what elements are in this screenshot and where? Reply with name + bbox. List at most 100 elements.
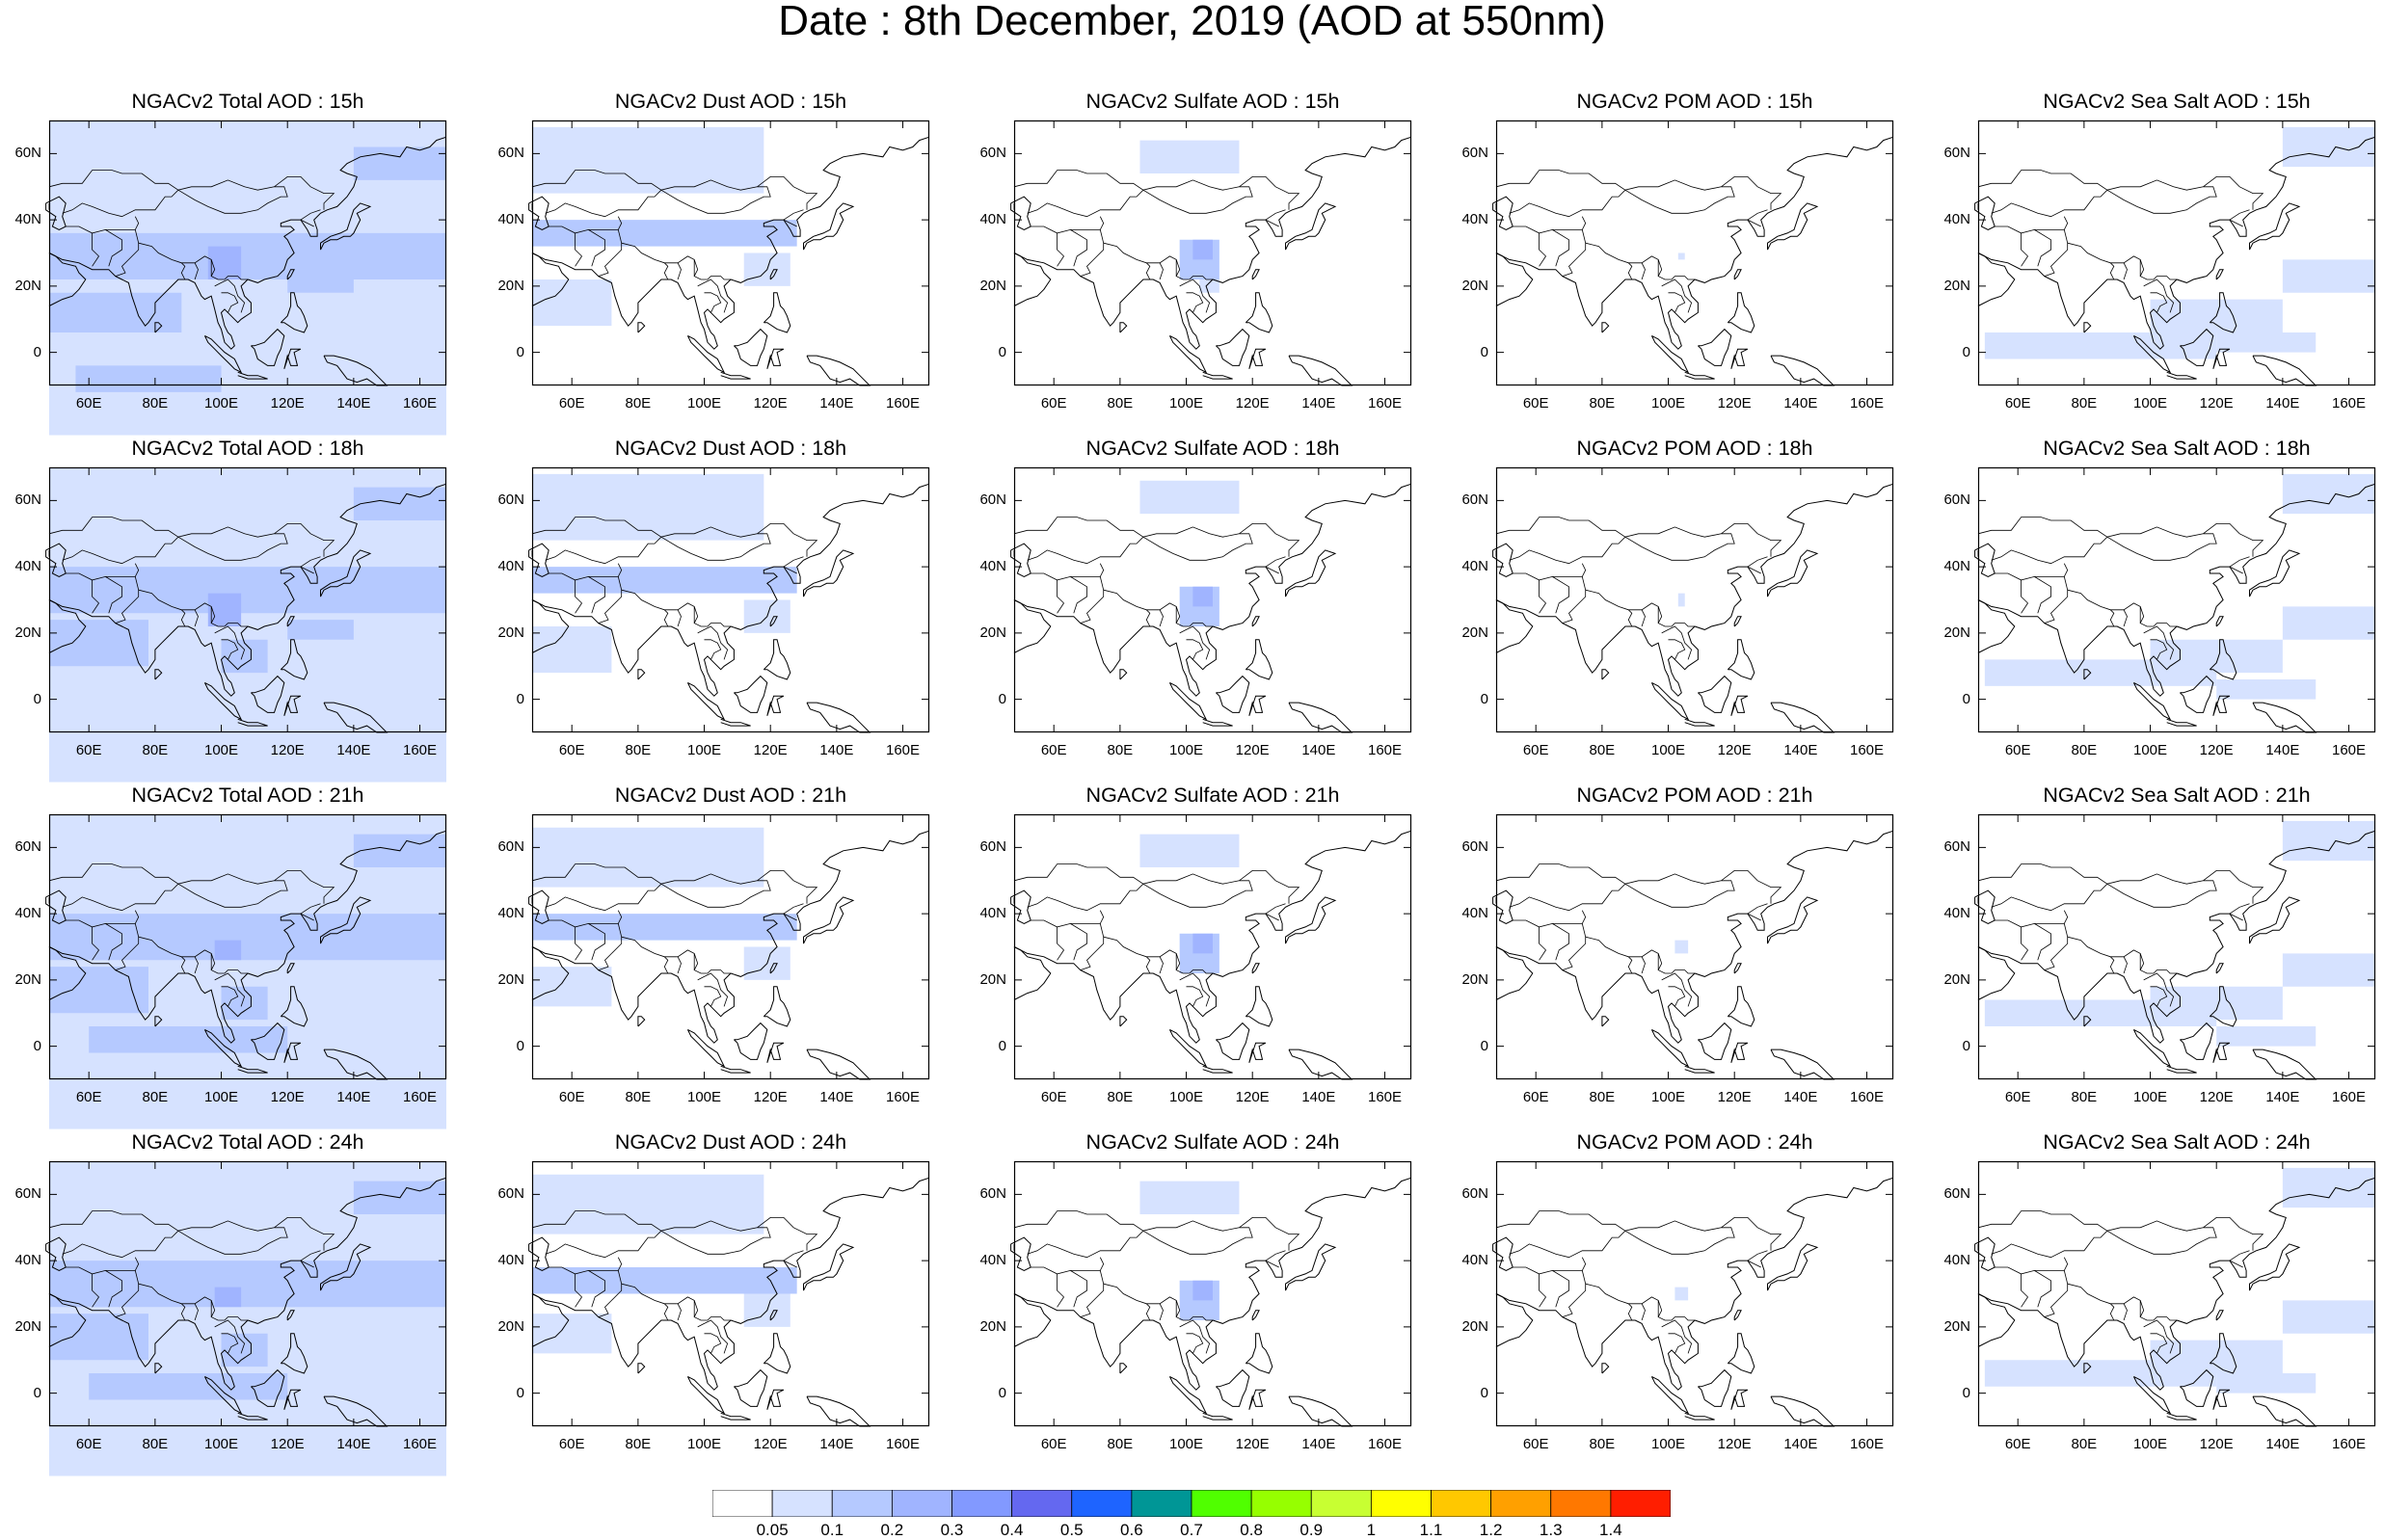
coastline [2034, 923, 2051, 961]
coastline [1265, 913, 1279, 921]
coastline [221, 986, 239, 1007]
coastline [1495, 1293, 1534, 1347]
colorbar-swatch [1310, 1490, 1372, 1517]
aod-shade [532, 914, 797, 941]
coastline [1661, 972, 1693, 1007]
coastline [2067, 589, 2177, 627]
coastline [1495, 830, 1894, 1044]
coastline [545, 536, 662, 565]
y-tick-label: 40N [979, 211, 1006, 228]
colorbar-label: 0.6 [1120, 1521, 1143, 1539]
x-tick-label: 80E [625, 1089, 652, 1105]
coastline [588, 1270, 605, 1308]
coastline [2150, 292, 2168, 313]
coastline [1668, 292, 1686, 313]
coastline [1991, 1230, 2108, 1259]
coastline [1492, 1236, 1513, 1271]
coastline [1142, 186, 1253, 214]
coastline [1285, 896, 1337, 944]
coastline [704, 1333, 722, 1354]
coastline [2106, 186, 2217, 214]
x-tick-label: 120E [753, 742, 788, 758]
coastline [1684, 1412, 1715, 1421]
coastline [1288, 1049, 1353, 1080]
aod-map [45, 466, 447, 783]
x-tick-label: 100E [1169, 395, 1204, 412]
coastline [549, 1257, 623, 1275]
coastline [806, 1395, 871, 1427]
y-tick-label: 60N [1461, 491, 1488, 509]
x-tick-label: 80E [625, 1436, 652, 1452]
x-tick-label: 80E [625, 742, 652, 758]
coastline [180, 1303, 186, 1321]
y-tick-label: 40N [979, 558, 1006, 575]
coastline [2106, 533, 2217, 561]
panel-title: NGACv2 Sulfate AOD : 15h [1085, 90, 1340, 113]
coastline [720, 1412, 751, 1421]
coastline [660, 186, 771, 214]
aod-map [1974, 466, 2376, 733]
y-tick-label: 60N [1943, 838, 1970, 856]
coastline [1186, 1333, 1204, 1354]
coastline [1509, 883, 1626, 912]
y-tick-label: 40N [1943, 211, 1970, 228]
coastline [766, 1042, 785, 1063]
y-tick-label: 60N [497, 838, 524, 856]
aod-shade [532, 473, 764, 541]
x-tick-label: 100E [687, 1089, 722, 1105]
colorbar-swatch [831, 1490, 893, 1517]
y-tick-label: 20N [14, 624, 41, 641]
coastline [1057, 926, 1065, 961]
coastline [1168, 681, 1208, 721]
x-tick-label: 60E [1522, 395, 1549, 412]
coastline [531, 252, 570, 306]
x-tick-label: 100E [1651, 742, 1686, 758]
y-tick-label: 60N [979, 838, 1006, 856]
aod-shade [532, 827, 764, 888]
x-tick-label: 80E [1107, 1089, 1134, 1105]
x-tick-label: 120E [270, 1089, 305, 1105]
coastline [2109, 956, 2115, 974]
coastline [1145, 262, 1151, 280]
coastline [575, 1273, 583, 1308]
aod-shade [1674, 940, 1689, 954]
coastline [2212, 1389, 2231, 1410]
x-tick-label: 80E [142, 742, 169, 758]
coastline [1013, 170, 1300, 210]
coastline [766, 1389, 785, 1410]
coastline [783, 903, 804, 915]
coastline [1216, 328, 1250, 366]
coastline [1552, 1270, 1569, 1308]
coastline [1159, 262, 1164, 280]
aod-shade [207, 246, 242, 279]
coastline [2044, 229, 2069, 277]
colorbar-label: 1.4 [1599, 1521, 1622, 1539]
y-tick-label: 20N [1943, 277, 1970, 294]
y-tick-label: 20N [497, 1317, 524, 1335]
coastline [763, 986, 791, 1027]
coastline [237, 718, 268, 727]
y-tick-label: 20N [1943, 624, 1970, 641]
coastline [1265, 209, 1286, 221]
coastline [1624, 880, 1735, 908]
x-tick-label: 160E [886, 742, 921, 758]
coastline [92, 232, 100, 267]
x-tick-label: 140E [2265, 395, 2300, 412]
coastline [1119, 669, 1128, 680]
map-frame [1495, 1160, 1894, 1427]
y-tick-label: 40N [14, 905, 41, 922]
y-tick-label: 60N [1943, 145, 1970, 162]
aod-shade [2216, 679, 2317, 700]
coastline [1585, 936, 1695, 974]
coastline [1245, 986, 1273, 1027]
coastline [2106, 1227, 2217, 1255]
coastline [48, 1293, 87, 1347]
coastline [1202, 1065, 1233, 1074]
x-tick-label: 140E [1301, 1436, 1336, 1452]
aod-shade [49, 1314, 148, 1361]
coastline [1251, 963, 1260, 974]
x-tick-label: 100E [204, 395, 239, 412]
coastline [531, 1210, 818, 1251]
x-tick-label: 160E [1368, 1436, 1403, 1452]
panel-title: NGACv2 Sulfate AOD : 18h [1085, 437, 1340, 460]
